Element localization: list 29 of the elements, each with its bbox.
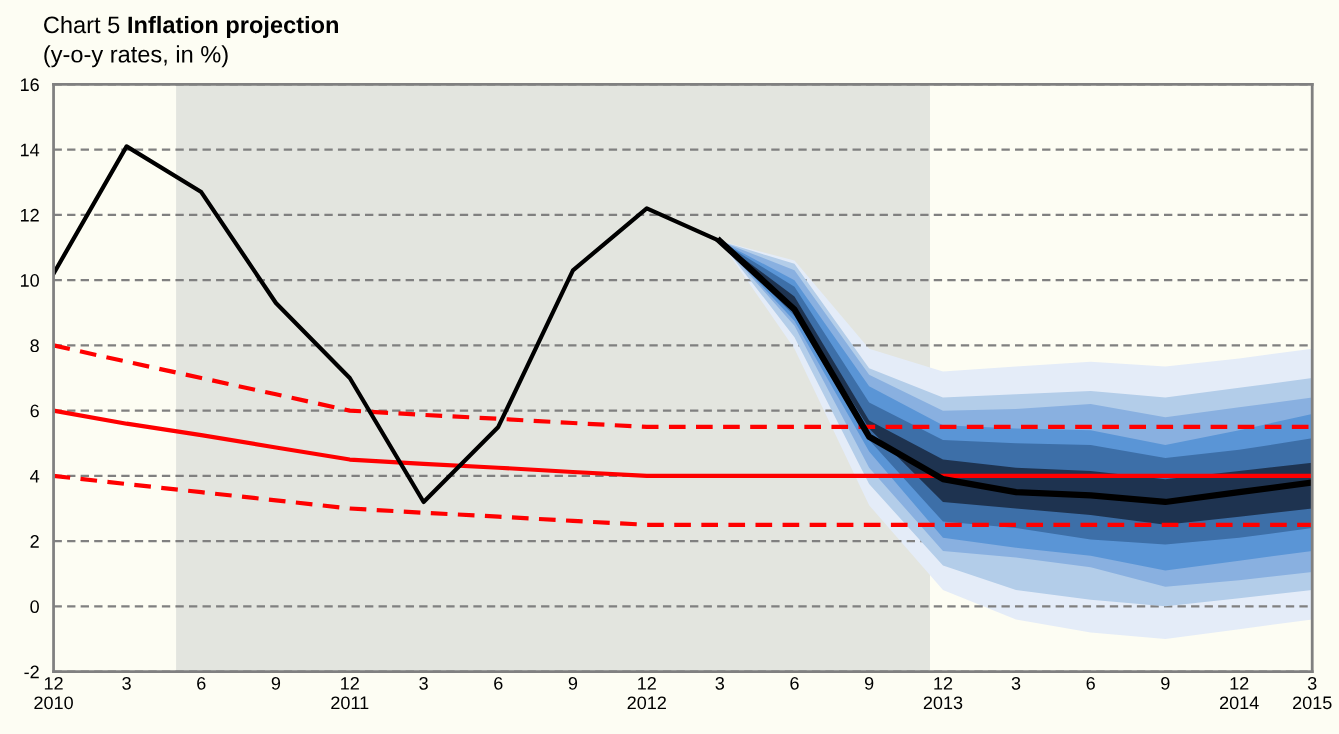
x-tick-label: 6 bbox=[197, 676, 206, 690]
x-tick-label: 9 bbox=[1161, 676, 1170, 690]
y-tick-label: -2 bbox=[24, 665, 39, 679]
y-tick-label: 16 bbox=[20, 78, 39, 92]
x-tick-label: 6 bbox=[790, 676, 799, 690]
x-tick-label: 12 2011 bbox=[331, 676, 369, 710]
x-tick-label: 12 2012 bbox=[627, 676, 666, 710]
x-tick-label: 6 bbox=[1086, 676, 1095, 690]
x-tick-label: 3 bbox=[715, 676, 725, 690]
y-tick-label: 2 bbox=[30, 535, 39, 548]
x-tick-label: 12 2014 bbox=[1220, 676, 1259, 710]
x-tick-label: 9 bbox=[864, 676, 874, 690]
y-tick-label: 6 bbox=[30, 404, 39, 418]
chart-title: Chart 5 Inflation projection bbox=[44, 15, 338, 38]
x-tick-label: 3 bbox=[419, 676, 428, 690]
chart-subtitle: (y-o-y rates, in %) bbox=[44, 45, 228, 68]
y-tick-label: 14 bbox=[20, 143, 40, 157]
y-tick-label: 10 bbox=[20, 274, 39, 287]
y-tick-label: 0 bbox=[30, 600, 39, 614]
x-tick-label: 3 bbox=[122, 676, 131, 690]
x-tick-label: 9 bbox=[271, 676, 281, 690]
y-tick-label: 8 bbox=[30, 339, 39, 353]
x-tick-label: 3 bbox=[1011, 676, 1021, 690]
y-tick-label: 12 bbox=[20, 208, 39, 222]
x-tick-label: 9 bbox=[568, 676, 578, 690]
x-tick-label: 12 2013 bbox=[923, 676, 963, 710]
x-tick-label: 3 2015 bbox=[1293, 676, 1332, 710]
y-tick-label: 4 bbox=[30, 470, 40, 483]
x-tick-label: 6 bbox=[494, 676, 503, 690]
